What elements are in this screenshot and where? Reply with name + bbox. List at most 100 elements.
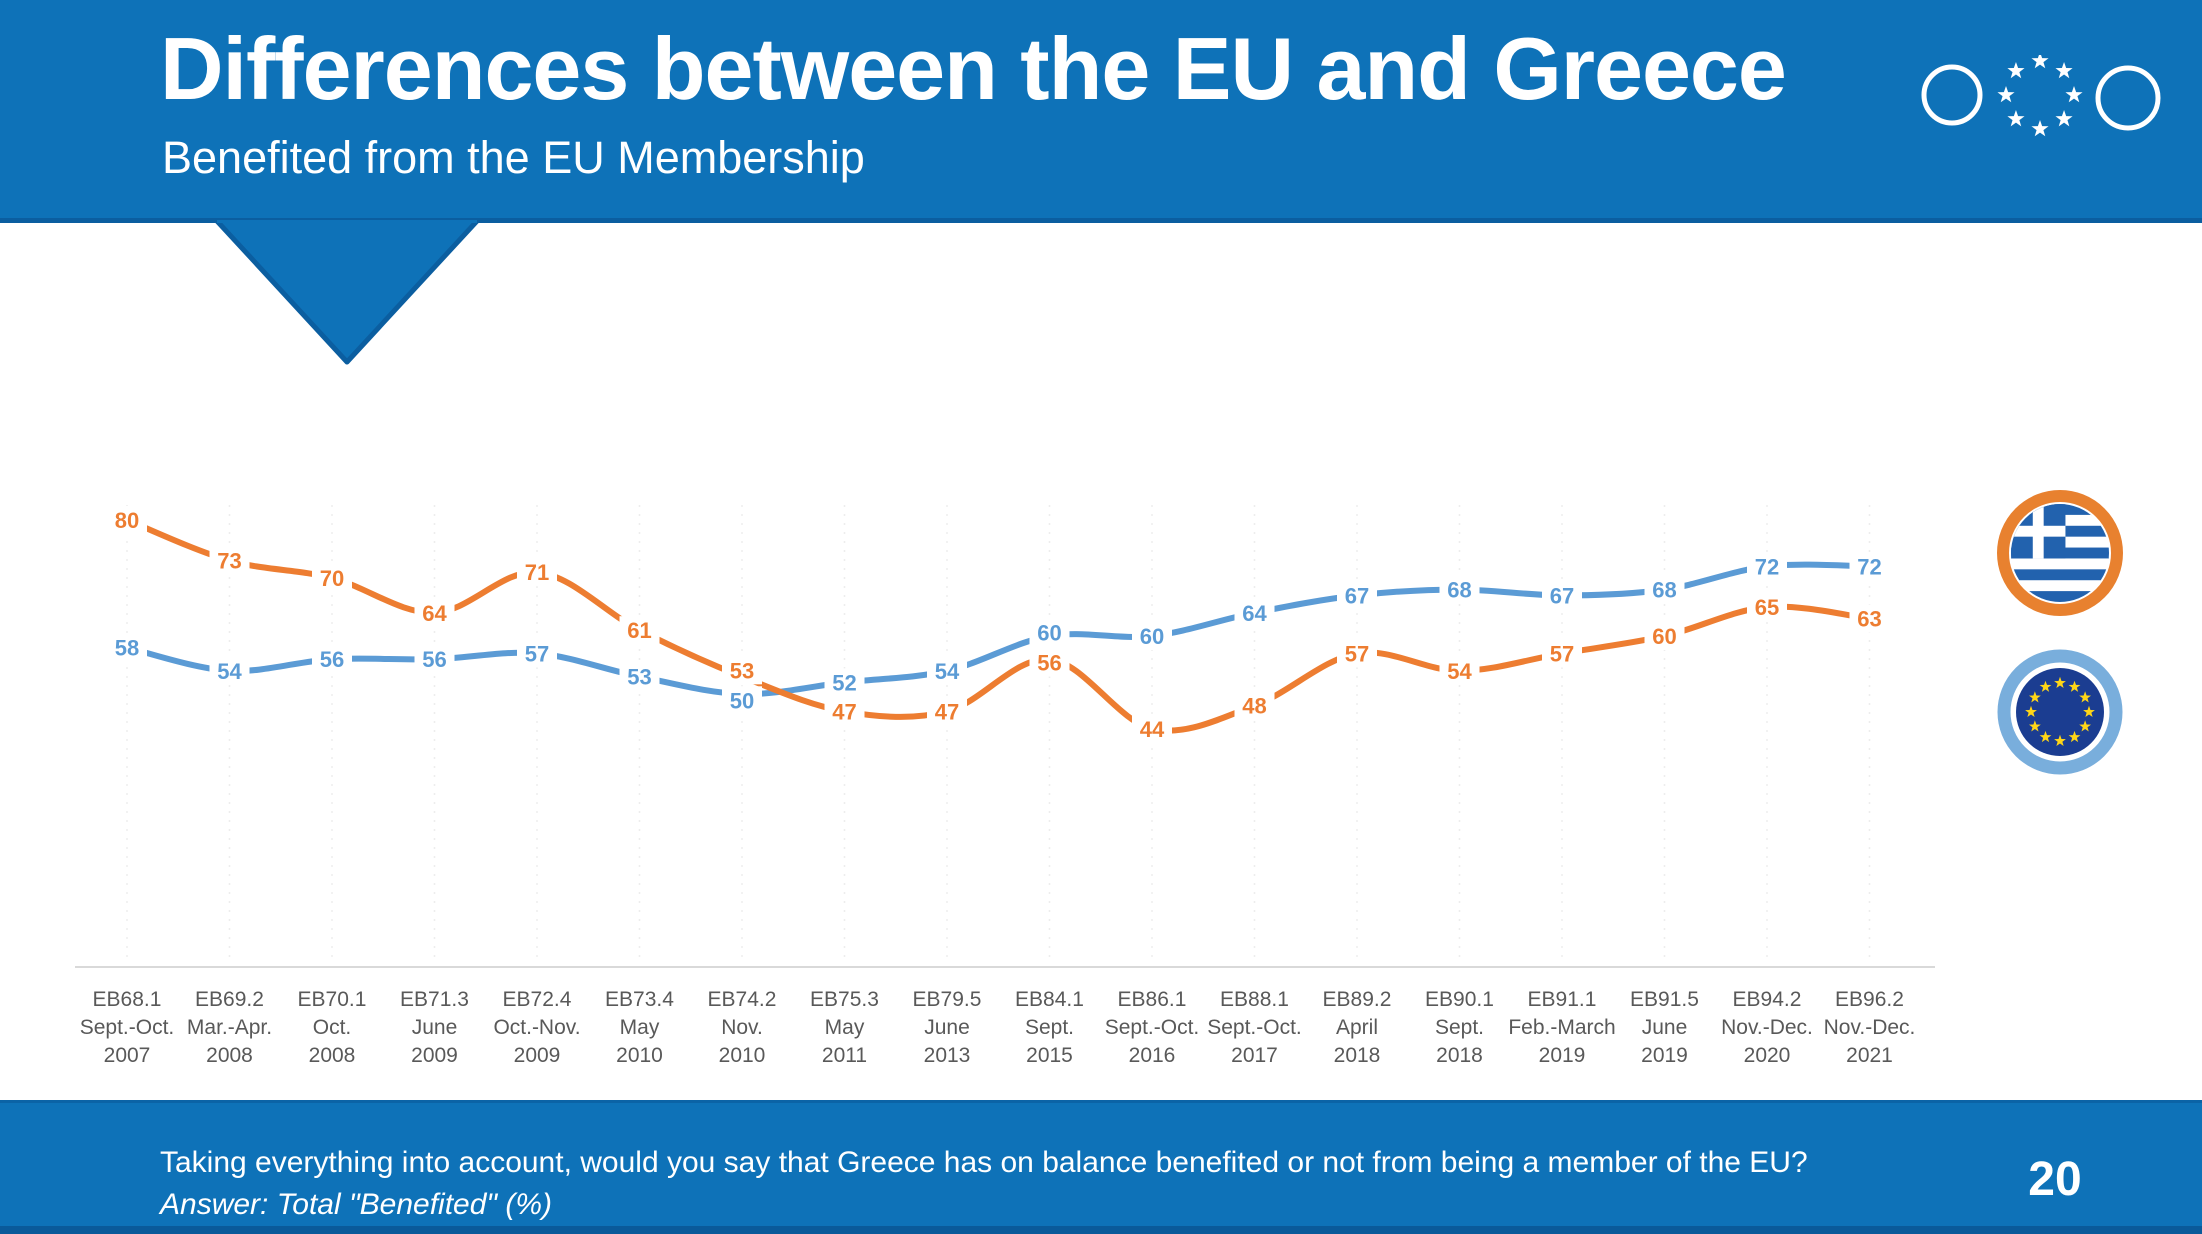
svg-text:47: 47	[935, 699, 959, 724]
svg-text:50: 50	[730, 688, 754, 713]
x-axis-label: EB96.2 Nov.-Dec. 2021	[1824, 988, 1916, 1067]
data-label-greece: 48	[1234, 691, 1275, 720]
svg-text:57: 57	[1550, 641, 1574, 666]
svg-text:48: 48	[1242, 694, 1266, 719]
data-label-greece: 47	[824, 697, 865, 726]
footer-bottom-strip	[0, 1226, 2202, 1234]
svg-text:65: 65	[1755, 595, 1779, 620]
data-label-greece: 54	[1439, 656, 1480, 685]
svg-text:54: 54	[1447, 659, 1472, 684]
x-axis-label: EB72.4 Oct.-Nov. 2009	[493, 988, 580, 1067]
svg-text:57: 57	[1345, 641, 1369, 666]
svg-text:56: 56	[422, 647, 446, 672]
data-label-eu: 50	[722, 686, 762, 715]
data-label-eu: 60	[1029, 618, 1070, 647]
svg-text:57: 57	[525, 641, 549, 666]
data-label-eu: 56	[414, 645, 455, 674]
svg-text:52: 52	[832, 670, 856, 695]
data-label-greece: 47	[927, 697, 967, 726]
data-label-eu: 60	[1132, 622, 1172, 650]
footer-answer: Answer: Total "Benefited" (%)	[160, 1188, 553, 1221]
svg-text:54: 54	[935, 659, 960, 684]
footer-band	[0, 1100, 2202, 1234]
header-edge-line	[0, 218, 2202, 223]
eu-stars-logo	[1921, 55, 2161, 137]
logo-star-ring-icon	[1997, 55, 2083, 137]
logo-right-circle-icon	[2095, 65, 2161, 131]
svg-text:47: 47	[832, 699, 856, 724]
header-pointer-triangle	[215, 220, 479, 365]
logo-left-circle-icon	[1921, 64, 1983, 126]
series-line-eu	[124, 561, 1873, 698]
data-label-greece: 56	[1029, 648, 1070, 677]
x-axis-label: EB90.1 Sept. 2018	[1425, 988, 1494, 1067]
svg-text:60: 60	[1140, 624, 1164, 649]
x-axis-label: EB91.5 June 2019	[1630, 988, 1699, 1067]
chart-data-labels: 58 80 54 73 56 70 56 64 57 71 53 61 50 53 52 47 54 47 60 56…	[107, 506, 1890, 743]
svg-text:56: 56	[320, 647, 344, 672]
svg-text:44: 44	[1140, 717, 1165, 742]
svg-text:53: 53	[730, 658, 754, 683]
x-axis-label: EB68.1 Sept.-Oct. 2007	[80, 988, 175, 1067]
svg-text:71: 71	[525, 560, 549, 585]
svg-text:58: 58	[115, 636, 139, 661]
data-label-eu: 56	[312, 645, 352, 674]
x-axis-label: EB71.3 June 2009	[400, 988, 469, 1067]
svg-text:68: 68	[1447, 578, 1471, 603]
chart-gridlines	[126, 505, 1871, 960]
x-axis-label: EB73.4 May 2010	[605, 988, 674, 1067]
data-label-greece: 57	[1542, 639, 1582, 668]
data-label-eu: 72	[1849, 552, 1890, 581]
svg-text:60: 60	[1652, 624, 1676, 649]
svg-text:67: 67	[1345, 583, 1369, 608]
data-label-eu: 67	[1337, 581, 1377, 610]
data-label-greece: 71	[517, 558, 557, 587]
x-axis-label: EB89.2 April 2018	[1323, 988, 1392, 1067]
data-label-eu: 68	[1439, 575, 1480, 604]
data-label-eu: 68	[1644, 575, 1685, 604]
x-axis-label: EB70.1 Oct. 2008	[298, 988, 367, 1067]
data-label-greece: 61	[619, 616, 660, 645]
data-label-eu: 64	[1234, 598, 1275, 627]
data-label-eu: 67	[1542, 581, 1582, 610]
eu-flag-icon	[1997, 649, 2123, 775]
footer-question: Taking everything into account, would yo…	[160, 1146, 1808, 1179]
x-axis-label: EB75.3 May 2011	[810, 988, 879, 1067]
header-band	[0, 0, 2202, 220]
data-label-greece: 65	[1747, 593, 1787, 621]
data-label-eu: 53	[619, 662, 660, 691]
svg-text:54: 54	[217, 659, 242, 684]
data-label-eu: 54	[209, 656, 250, 685]
data-label-greece: 64	[414, 598, 455, 627]
svg-text:61: 61	[627, 618, 651, 643]
svg-text:70: 70	[320, 566, 344, 591]
data-label-eu: 57	[517, 639, 557, 668]
x-axis-label: EB88.1 Sept.-Oct. 2017	[1207, 988, 1302, 1067]
data-label-greece: 57	[1337, 639, 1377, 668]
x-axis-label: EB94.2 Nov.-Dec. 2020	[1721, 988, 1813, 1067]
page-title: Differences between the EU and Greece	[160, 19, 1787, 118]
svg-text:56: 56	[1037, 651, 1061, 676]
svg-text:73: 73	[217, 549, 241, 574]
svg-text:67: 67	[1550, 583, 1574, 608]
svg-text:63: 63	[1857, 607, 1881, 632]
data-label-greece: 53	[722, 656, 762, 685]
data-label-greece: 44	[1132, 714, 1172, 743]
series-line-greece	[124, 517, 1873, 734]
x-axis-label: EB86.1 Sept.-Oct. 2016	[1105, 988, 1200, 1067]
x-axis-label: EB69.2 Mar.-Apr. 2008	[187, 988, 272, 1067]
svg-text:80: 80	[115, 508, 139, 533]
data-label-eu: 58	[107, 633, 147, 662]
data-label-eu: 72	[1747, 552, 1787, 581]
data-label-eu: 54	[927, 656, 967, 685]
x-axis-label: EB79.5 June 2013	[913, 988, 982, 1067]
x-axis-label: EB84.1 Sept. 2015	[1015, 988, 1084, 1067]
x-axis-label: EB91.1 Feb.-March 2019	[1508, 988, 1615, 1067]
svg-text:68: 68	[1652, 578, 1676, 603]
chart-series	[124, 517, 1873, 734]
greece-flag-icon	[1997, 490, 2123, 616]
page-number: 20	[2028, 1153, 2082, 1206]
